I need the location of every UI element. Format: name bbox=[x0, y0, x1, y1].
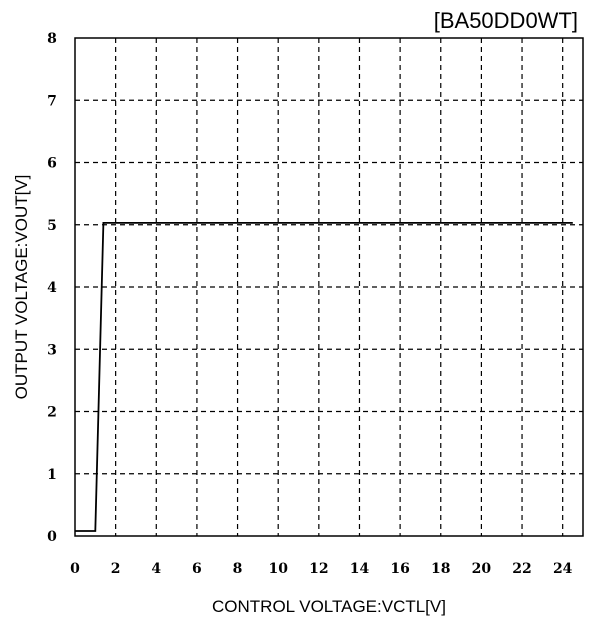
y-tick-labels: 0 1 2 3 4 5 6 7 8 bbox=[47, 31, 57, 545]
y-tick-label-1: 1 bbox=[47, 467, 57, 483]
x-tick-label-5: 10 bbox=[268, 561, 288, 577]
y-tick-label-6: 6 bbox=[47, 156, 57, 172]
x-tick-labels: 0 2 4 6 8 10 12 14 16 18 20 22 24 bbox=[70, 561, 573, 577]
series-line-0 bbox=[75, 221, 573, 532]
x-tick-label-0: 0 bbox=[70, 561, 80, 577]
grid bbox=[75, 38, 583, 536]
x-axis-label: CONTROL VOLTAGE:VCTL[V] bbox=[212, 597, 446, 616]
x-tick-label-7: 14 bbox=[350, 561, 370, 577]
y-tick-label-5: 5 bbox=[47, 218, 57, 234]
plot-area bbox=[74, 37, 584, 537]
x-tick-label-10: 20 bbox=[472, 561, 492, 577]
y-tick-label-3: 3 bbox=[47, 342, 57, 358]
x-tick-label-4: 8 bbox=[233, 561, 243, 577]
x-tick-label-3: 6 bbox=[192, 561, 202, 577]
x-tick-label-8: 16 bbox=[390, 561, 409, 577]
x-tick-label-6: 12 bbox=[309, 561, 328, 577]
x-tick-label-2: 4 bbox=[151, 561, 161, 577]
x-tick-label-9: 18 bbox=[431, 561, 450, 577]
x-tick-label-12: 24 bbox=[553, 561, 573, 577]
chart-title: [BA50DD0WT] bbox=[434, 8, 578, 33]
y-tick-label-2: 2 bbox=[47, 405, 57, 421]
x-tick-label-1: 2 bbox=[111, 561, 121, 577]
series-group bbox=[75, 221, 573, 532]
x-tick-label-11: 22 bbox=[512, 561, 531, 577]
y-axis-label: OUTPUT VOLTAGE:VOUT[V] bbox=[12, 175, 31, 400]
y-tick-label-7: 7 bbox=[47, 93, 57, 109]
y-tick-label-0: 0 bbox=[47, 529, 57, 545]
y-tick-label-8: 8 bbox=[47, 31, 57, 47]
y-tick-label-4: 4 bbox=[47, 280, 57, 296]
